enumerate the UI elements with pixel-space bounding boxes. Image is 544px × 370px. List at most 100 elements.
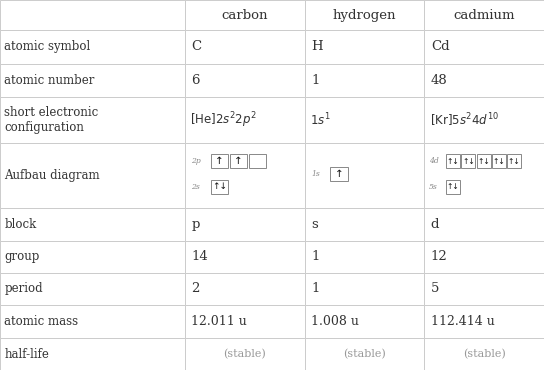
Bar	[424, 305, 544, 338]
Text: carbon: carbon	[221, 9, 268, 21]
Text: $[\mathrm{He}]2s^22p^2$: $[\mathrm{He}]2s^22p^2$	[190, 111, 257, 130]
Bar	[185, 0, 305, 30]
Bar	[424, 273, 544, 305]
Text: ↑↓: ↑↓	[212, 182, 227, 192]
Bar	[305, 240, 424, 273]
Text: 1: 1	[311, 74, 319, 87]
Text: period: period	[4, 282, 43, 295]
Text: p: p	[191, 218, 200, 231]
Text: group: group	[4, 250, 40, 263]
Bar	[185, 30, 305, 64]
Text: hydrogen: hydrogen	[333, 9, 396, 21]
Bar	[446, 180, 460, 194]
Text: (stable): (stable)	[463, 349, 505, 359]
Text: 5: 5	[431, 282, 439, 295]
Bar	[185, 338, 305, 370]
Bar	[424, 240, 544, 273]
Bar	[305, 97, 424, 144]
Bar	[305, 30, 424, 64]
Bar	[230, 154, 247, 168]
Bar	[185, 64, 305, 97]
Text: $[\mathrm{Kr}]5s^24d^{10}$: $[\mathrm{Kr}]5s^24d^{10}$	[430, 112, 499, 129]
Text: ↑: ↑	[215, 156, 224, 166]
Bar	[0, 97, 185, 144]
Bar	[477, 154, 491, 168]
Bar	[305, 64, 424, 97]
Bar	[461, 154, 475, 168]
Text: ↑↓: ↑↓	[447, 182, 460, 192]
Bar	[305, 144, 424, 208]
Text: cadmium: cadmium	[453, 9, 515, 21]
Text: 2p: 2p	[191, 157, 201, 165]
Bar	[0, 64, 185, 97]
Text: ↑↓: ↑↓	[477, 157, 490, 165]
Bar	[211, 154, 228, 168]
Text: Cd: Cd	[431, 40, 449, 53]
Text: (stable): (stable)	[343, 349, 386, 359]
Text: block: block	[4, 218, 36, 231]
Text: 1: 1	[311, 250, 319, 263]
Text: 12.011 u: 12.011 u	[191, 315, 247, 328]
Text: 14: 14	[191, 250, 208, 263]
Bar	[424, 208, 544, 240]
Bar	[0, 305, 185, 338]
Bar	[305, 338, 424, 370]
Bar	[0, 240, 185, 273]
Bar	[492, 154, 506, 168]
Bar	[0, 208, 185, 240]
Text: ↑↓: ↑↓	[508, 157, 521, 165]
Text: ↑↓: ↑↓	[447, 157, 460, 165]
Text: 4d: 4d	[429, 157, 438, 165]
Bar	[0, 338, 185, 370]
Text: 6: 6	[191, 74, 200, 87]
Text: C: C	[191, 40, 202, 53]
Bar	[424, 30, 544, 64]
Bar	[185, 305, 305, 338]
Bar	[305, 0, 424, 30]
Bar	[330, 167, 348, 181]
Text: atomic mass: atomic mass	[4, 315, 78, 328]
Text: ↑↓: ↑↓	[462, 157, 475, 165]
Text: ↑: ↑	[234, 156, 243, 166]
Text: s: s	[311, 218, 318, 231]
Text: 112.414 u: 112.414 u	[431, 315, 494, 328]
Text: short electronic
configuration: short electronic configuration	[4, 107, 98, 134]
Bar	[446, 154, 460, 168]
Bar	[0, 30, 185, 64]
Bar	[507, 154, 521, 168]
Bar	[424, 64, 544, 97]
Text: 2s: 2s	[191, 183, 200, 191]
Text: 1s: 1s	[311, 170, 320, 178]
Text: half-life: half-life	[4, 348, 49, 361]
Bar	[305, 208, 424, 240]
Text: Aufbau diagram: Aufbau diagram	[4, 169, 100, 182]
Bar	[185, 240, 305, 273]
Bar	[185, 208, 305, 240]
Bar	[0, 273, 185, 305]
Text: 48: 48	[431, 74, 448, 87]
Text: 5s: 5s	[429, 183, 437, 191]
Text: 1.008 u: 1.008 u	[311, 315, 359, 328]
Text: atomic symbol: atomic symbol	[4, 40, 91, 53]
Text: H: H	[311, 40, 323, 53]
Bar	[424, 144, 544, 208]
Bar	[185, 97, 305, 144]
Bar	[424, 97, 544, 144]
Bar	[185, 273, 305, 305]
Text: 2: 2	[191, 282, 200, 295]
Bar	[305, 305, 424, 338]
Bar	[249, 154, 266, 168]
Bar	[185, 144, 305, 208]
Text: 12: 12	[431, 250, 448, 263]
Bar	[424, 338, 544, 370]
Text: $1s^1$: $1s^1$	[310, 112, 331, 129]
Bar	[305, 273, 424, 305]
Text: 1: 1	[311, 282, 319, 295]
Bar	[424, 0, 544, 30]
Text: ↑↓: ↑↓	[492, 157, 505, 165]
Bar	[0, 144, 185, 208]
Text: d: d	[431, 218, 440, 231]
Bar	[0, 0, 185, 30]
Bar	[211, 180, 228, 194]
Text: ↑: ↑	[335, 169, 343, 179]
